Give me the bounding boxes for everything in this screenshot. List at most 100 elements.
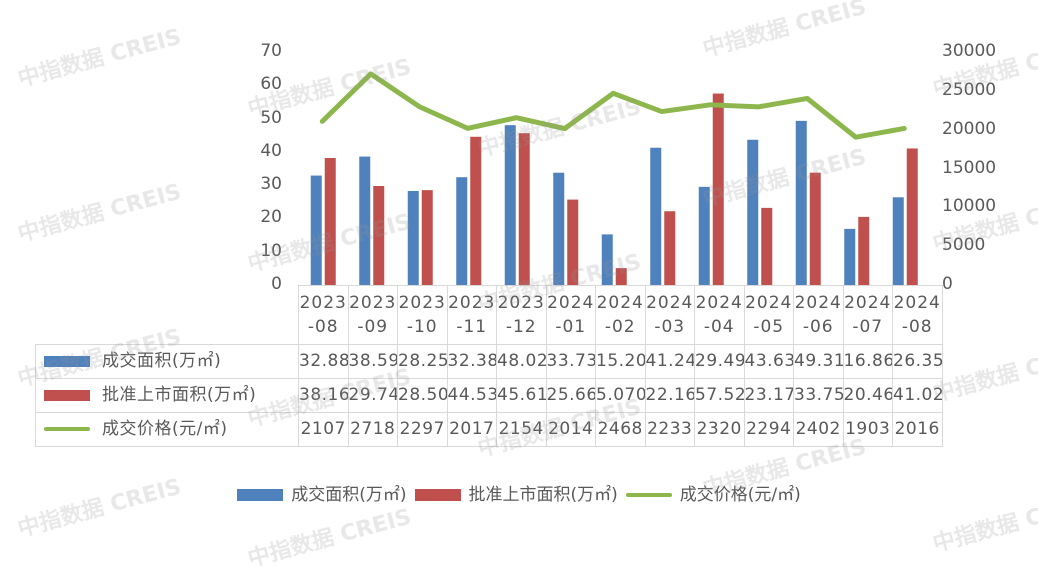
bar-approved-area bbox=[567, 199, 579, 285]
left-axis-tick: 30 bbox=[260, 174, 282, 195]
table-cell: 2297 bbox=[397, 412, 448, 447]
table-legend-key: 成交价格(元/㎡) bbox=[35, 412, 299, 447]
bar-approved-area bbox=[761, 207, 773, 285]
category-header: 2024 -06 bbox=[793, 285, 844, 345]
bar-approved-area bbox=[809, 172, 821, 285]
left-axis-tick: 60 bbox=[260, 74, 282, 95]
table-cell: 49.31 bbox=[793, 344, 844, 379]
table-cell: 57.52 bbox=[694, 378, 745, 413]
left-axis-tick: 50 bbox=[260, 107, 282, 128]
legend-label: 批准上市面积(万㎡) bbox=[468, 485, 618, 505]
bar-transaction-area bbox=[359, 156, 371, 285]
category-year: 2023 bbox=[448, 293, 496, 313]
category-header: 2023 -10 bbox=[397, 285, 448, 345]
table-cell: 2016 bbox=[892, 412, 943, 447]
table-cell: 32.38 bbox=[446, 344, 497, 379]
category-header: 2023 -12 bbox=[496, 285, 547, 345]
bar-approved-area bbox=[518, 133, 530, 285]
table-cell: 2017 bbox=[446, 412, 497, 447]
bar-transaction-area bbox=[795, 120, 807, 286]
legend-label: 成交价格(元/㎡) bbox=[679, 485, 801, 505]
table-cell: 29.49 bbox=[694, 344, 745, 379]
bar-transaction-area bbox=[892, 197, 904, 285]
category-year: 2024 bbox=[794, 293, 842, 313]
series-name: 成交价格(元/㎡) bbox=[102, 419, 228, 439]
data-table: 2023 -08 2023 -09 2023 -10 2023 -11 2023 -12 2024-… bbox=[35, 285, 943, 447]
category-year: 2023 bbox=[349, 293, 397, 313]
bar-transaction-area bbox=[504, 125, 516, 285]
category-month: -06 bbox=[802, 317, 834, 337]
table-cell: 28.25 bbox=[397, 344, 448, 379]
category-month: -10 bbox=[406, 317, 438, 337]
table-cell: 38.16 bbox=[298, 378, 349, 413]
category-month: -11 bbox=[456, 317, 488, 337]
category-month: -01 bbox=[555, 317, 587, 337]
table-cell: 2402 bbox=[793, 412, 844, 447]
table-cell: 33.75 bbox=[793, 378, 844, 413]
series-name: 成交面积(万㎡) bbox=[102, 351, 222, 371]
category-month: -07 bbox=[852, 317, 884, 337]
table-cell: 2468 bbox=[595, 412, 646, 447]
category-month: -03 bbox=[654, 317, 686, 337]
bar-transaction-area bbox=[553, 172, 565, 285]
bar-transaction-area bbox=[456, 177, 468, 285]
table-cell: 2320 bbox=[694, 412, 745, 447]
table-cell: 44.53 bbox=[446, 378, 497, 413]
table-cell: 23.17 bbox=[743, 378, 794, 413]
bar-transaction-area bbox=[601, 234, 613, 285]
table-row: 成交价格(元/㎡) 2107 2718 2297 2017 2154 2014 2468 223… bbox=[35, 412, 943, 447]
category-header: 2024 -07 bbox=[842, 285, 893, 345]
table-cell: 2294 bbox=[743, 412, 794, 447]
bar-swatch-icon bbox=[44, 389, 90, 401]
category-year: 2024 bbox=[547, 293, 595, 313]
line-swatch-icon bbox=[625, 493, 672, 497]
category-month: -12 bbox=[505, 317, 537, 337]
table-cell: 48.02 bbox=[496, 344, 547, 379]
bar-approved-area bbox=[470, 136, 482, 285]
bar-transaction-area bbox=[310, 175, 322, 285]
legend-item: 成交面积(万㎡) bbox=[237, 480, 407, 505]
category-header: 2024 -08 bbox=[892, 285, 943, 345]
left-axis-tick: 10 bbox=[260, 240, 282, 261]
category-header: 2024 -01 bbox=[545, 285, 596, 345]
bar-approved-area bbox=[906, 148, 918, 285]
table-cell: 2718 bbox=[347, 412, 398, 447]
category-month: -08 bbox=[307, 317, 339, 337]
bar-approved-area bbox=[421, 190, 433, 285]
chart-legend: 成交面积(万㎡) 批准上市面积(万㎡) 成交价格(元/㎡) bbox=[0, 480, 1038, 505]
table-cell: 2233 bbox=[644, 412, 695, 447]
category-year: 2023 bbox=[398, 293, 446, 313]
bar-transaction-area bbox=[844, 228, 856, 285]
price-line bbox=[319, 71, 907, 140]
table-cell: 32.88 bbox=[298, 344, 349, 379]
bar-approved-area bbox=[858, 216, 870, 285]
bar-transaction-area bbox=[747, 139, 759, 285]
category-header: 2024 -04 bbox=[694, 285, 745, 345]
category-year: 2023 bbox=[299, 293, 347, 313]
category-year: 2024 bbox=[596, 293, 644, 313]
right-axis-tick: 0 bbox=[942, 274, 953, 294]
bar-approved-area bbox=[324, 157, 336, 285]
table-cell: 26.35 bbox=[892, 344, 943, 379]
right-axis-tick: 5000 bbox=[942, 235, 986, 256]
category-header: 2023 -08 bbox=[298, 285, 349, 345]
bar-swatch-icon bbox=[414, 489, 461, 501]
table-cell: 1903 bbox=[842, 412, 893, 447]
legend-item: 成交价格(元/㎡) bbox=[625, 480, 801, 505]
table-cell: 2107 bbox=[298, 412, 349, 447]
category-month: -02 bbox=[604, 317, 636, 337]
table-cell: 33.73 bbox=[545, 344, 596, 379]
table-row: 成交面积(万㎡) 32.88 38.59 28.25 32.38 48.02 33.73 15… bbox=[35, 344, 943, 379]
table-cell: 41.02 bbox=[892, 378, 943, 413]
category-year: 2024 bbox=[646, 293, 694, 313]
category-year: 2024 bbox=[893, 293, 941, 313]
table-cell: 25.66 bbox=[545, 378, 596, 413]
table-corner bbox=[35, 285, 299, 345]
table-cell: 38.59 bbox=[347, 344, 398, 379]
table-cell: 16.86 bbox=[842, 344, 893, 379]
category-month: -09 bbox=[357, 317, 389, 337]
bar-swatch-icon bbox=[44, 355, 90, 367]
bar-transaction-area bbox=[698, 186, 710, 285]
category-header: 2024 -05 bbox=[743, 285, 794, 345]
legend-label: 成交面积(万㎡) bbox=[291, 485, 407, 505]
